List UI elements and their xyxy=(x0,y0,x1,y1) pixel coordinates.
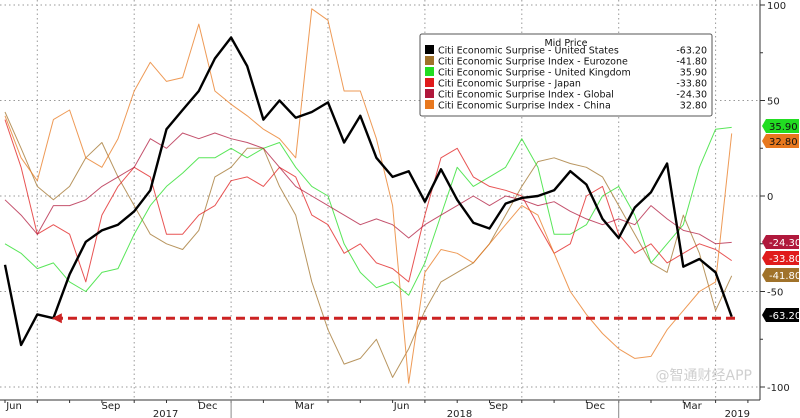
value-tag-bg-5 xyxy=(762,134,799,148)
value-tag-bg-0 xyxy=(762,308,799,322)
legend-value-5: 32.80 xyxy=(680,101,707,112)
legend-value-2: 35.90 xyxy=(680,68,707,79)
legend-label-4: Citi Economic Surprise Index - Global xyxy=(438,90,614,101)
watermark: @智通财经APP xyxy=(656,368,752,384)
legend-swatch-4 xyxy=(425,89,434,98)
y-tick-label: -50 xyxy=(767,288,783,299)
grid xyxy=(0,0,760,400)
value-tag-bg-3 xyxy=(762,251,799,265)
series-group xyxy=(3,8,733,384)
series-line-5 xyxy=(4,8,733,384)
x-tick-label: Jun xyxy=(393,401,410,412)
value-tag-0: -63.20 xyxy=(769,311,800,322)
x-tick-label: Mar xyxy=(683,401,703,412)
series-line-4 xyxy=(4,132,732,245)
value-tag-4: -24.30 xyxy=(769,238,800,249)
legend-label-1: Citi Economic Surprise Index - Eurozone xyxy=(438,57,628,68)
y-tick-label: 100 xyxy=(767,1,786,12)
annotation-arrow xyxy=(51,313,735,324)
y-tick-label: 0 xyxy=(767,192,773,203)
legend-swatch-0 xyxy=(425,45,434,54)
year-label: 2018 xyxy=(447,409,472,418)
legend-swatch-1 xyxy=(425,56,434,65)
series-line-2 xyxy=(4,126,732,296)
y-tick-label: -100 xyxy=(767,383,790,394)
legend-swatch-5 xyxy=(425,100,434,109)
year-label: 2017 xyxy=(153,409,178,418)
legend-value-4: -24.30 xyxy=(676,90,707,101)
series-line-1 xyxy=(4,111,733,378)
last-value-tags: 32.80 35.90 -24.30 -33.80 -41.80 -63.20 xyxy=(762,119,800,322)
legend: Mid Price Citi Economic Surprise - Unite… xyxy=(419,33,713,117)
legend-label-5: Citi Economic Surprise Index - China xyxy=(438,101,611,112)
x-tick-label: Mar xyxy=(295,401,315,412)
legend-label-3: Citi Economic Surprise - Japan xyxy=(438,79,581,90)
value-tag-1: -41.80 xyxy=(769,271,800,282)
legend-label-0: Citi Economic Surprise - United States xyxy=(438,46,619,57)
series-line-0 xyxy=(3,36,733,347)
legend-swatch-2 xyxy=(425,67,434,76)
year-label: 2019 xyxy=(725,409,750,418)
value-tag-2: 35.90 xyxy=(769,122,798,133)
legend-label-2: Citi Economic Surprise - United Kingdom xyxy=(438,68,631,79)
legend-title: Mid Price xyxy=(544,38,587,49)
value-tag-5: 32.80 xyxy=(769,137,798,148)
legend-value-0: -63.20 xyxy=(676,46,707,57)
annotation-arrowhead-icon xyxy=(51,313,62,324)
y-tick-label: 50 xyxy=(767,97,780,108)
legend-value-1: -41.80 xyxy=(676,57,707,68)
legend-value-3: -33.80 xyxy=(676,79,707,90)
value-tag-3: -33.80 xyxy=(769,254,800,265)
series-line-3 xyxy=(4,119,732,283)
x-tick-label: Jun xyxy=(5,401,22,412)
x-tick-label: Sep xyxy=(101,401,120,412)
value-tag-bg-4 xyxy=(762,235,799,249)
legend-box xyxy=(419,33,713,117)
value-tag-bg-1 xyxy=(762,268,799,282)
x-tick-label: Dec xyxy=(586,401,605,412)
x-tick-label: Sep xyxy=(489,401,508,412)
value-tag-bg-2 xyxy=(762,119,799,133)
legend-swatch-3 xyxy=(425,78,434,87)
x-tick-label: Dec xyxy=(198,401,217,412)
